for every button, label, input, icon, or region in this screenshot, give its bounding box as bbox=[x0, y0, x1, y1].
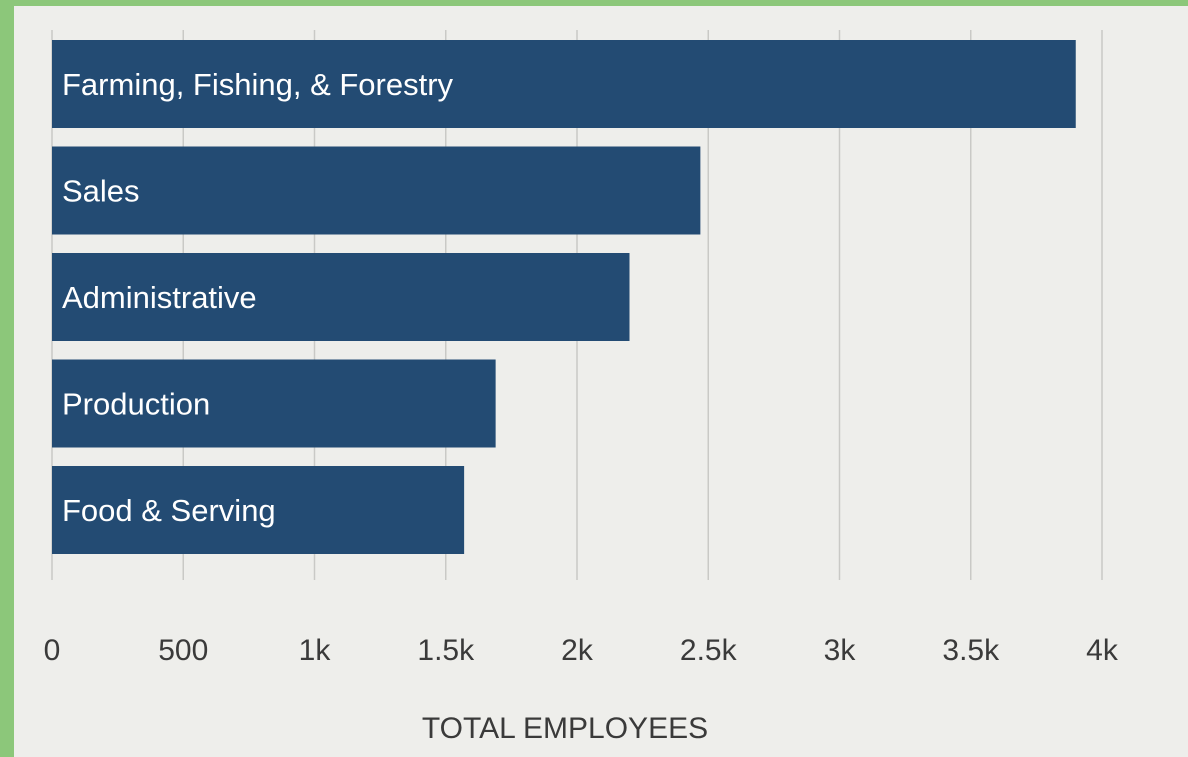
bar-labels: Farming, Fishing, & Forestry Sales Adminis… bbox=[62, 67, 454, 528]
bar bbox=[52, 466, 465, 554]
x-tick-label: 4k bbox=[1086, 634, 1119, 667]
bar-category-label: Farming, Fishing, & Forestry bbox=[62, 67, 454, 102]
x-tick-label: 2k bbox=[561, 634, 594, 667]
x-axis-label: TOTAL EMPLOYEES bbox=[422, 712, 708, 745]
bar bbox=[52, 359, 496, 448]
bar-category-label: Production bbox=[62, 387, 210, 422]
bar-category-label: Sales bbox=[62, 174, 140, 209]
bar bbox=[52, 146, 701, 235]
x-axis-ticks: 0 500 1k 1.5k 2k 2.5k 3k 3.5k 4k bbox=[44, 634, 1119, 667]
bar bbox=[52, 253, 630, 341]
x-tick-label: 1k bbox=[299, 634, 332, 667]
bar-category-label: Administrative bbox=[62, 280, 257, 315]
bar-category-label: Food & Serving bbox=[62, 493, 276, 528]
bar bbox=[52, 40, 1076, 128]
x-tick-label: 1.5k bbox=[417, 634, 475, 667]
bars bbox=[52, 40, 1076, 554]
x-tick-label: 0 bbox=[44, 634, 61, 667]
x-tick-label: 500 bbox=[158, 634, 208, 667]
x-tick-label: 3k bbox=[824, 634, 857, 667]
x-tick-label: 3.5k bbox=[942, 634, 1000, 667]
x-tick-label: 2.5k bbox=[680, 634, 738, 667]
